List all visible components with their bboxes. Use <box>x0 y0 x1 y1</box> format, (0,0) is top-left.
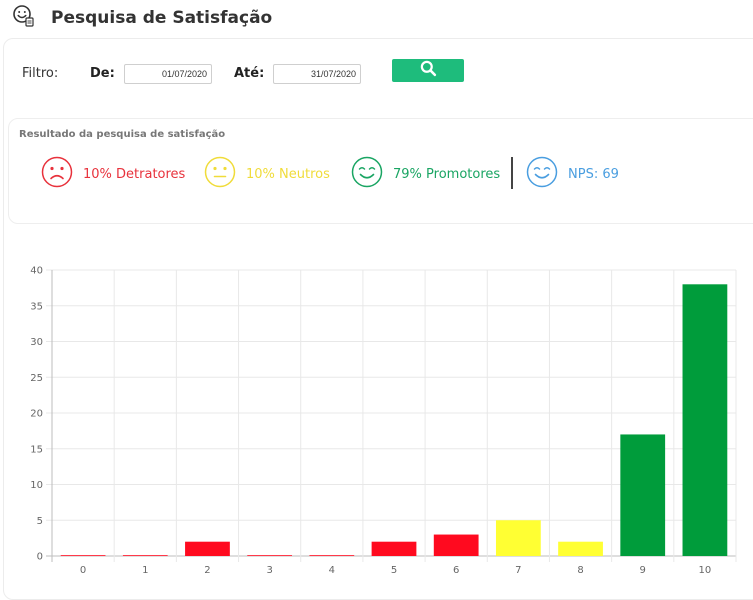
x-tick-label: 8 <box>577 565 583 576</box>
x-tick-label: 6 <box>453 565 459 576</box>
promotores-stat: 79% Promotores <box>351 156 501 192</box>
nps-stat: NPS: 69 <box>526 156 619 192</box>
date-to-input[interactable]: 31/07/2020 <box>273 64 361 84</box>
date-from-input[interactable]: 01/07/2020 <box>124 64 212 84</box>
results-title: Resultado da pesquisa de satisfação <box>19 129 226 140</box>
y-tick-label: 5 <box>37 516 43 527</box>
results-card: Resultado da pesquisa de satisfação 10% … <box>8 118 753 224</box>
sad-face-icon <box>41 156 73 192</box>
x-tick-label: 5 <box>391 565 397 576</box>
happy-face-icon <box>351 156 383 192</box>
x-tick-label: 1 <box>142 565 148 576</box>
bar-score-10[interactable] <box>682 284 728 556</box>
y-tick-label: 0 <box>37 552 43 563</box>
score-distribution-chart: 0 5 10 15 20 25 30 35 40 0 1 2 3 4 5 6 7 8 9 10 <box>0 255 753 586</box>
y-tick-label: 20 <box>30 409 43 420</box>
y-tick-label: 10 <box>30 480 43 491</box>
x-tick-label: 2 <box>204 565 210 576</box>
bar-score-5[interactable] <box>371 541 417 556</box>
neutros-stat: 10% Neutros <box>204 156 330 192</box>
search-button[interactable] <box>392 59 464 82</box>
page-header: Pesquisa de Satisfação <box>12 4 272 32</box>
bar-chart: 0 5 10 15 20 25 30 35 40 0 1 2 3 4 5 6 7 8 9 10 <box>30 266 737 576</box>
bar-score-1[interactable] <box>122 555 168 556</box>
detratores-text: 10% Detratores <box>83 166 186 182</box>
y-tick-label: 30 <box>30 337 43 348</box>
filter-bar: Filtro: De: 01/07/2020 Até: 31/07/2020 <box>22 58 472 90</box>
smiley-survey-icon <box>12 4 36 32</box>
bar-score-9[interactable] <box>620 434 666 556</box>
y-tick-label: 40 <box>30 266 43 277</box>
bar-score-2[interactable] <box>185 541 230 556</box>
bar-score-0[interactable] <box>60 555 106 556</box>
x-tick-label: 9 <box>640 565 646 576</box>
smile-face-icon <box>526 156 558 192</box>
bar-score-4[interactable] <box>309 555 355 556</box>
y-tick-label: 25 <box>30 373 43 384</box>
page-title: Pesquisa de Satisfação <box>51 8 273 28</box>
neutral-face-icon <box>204 156 236 192</box>
results-divider <box>511 157 513 189</box>
bar-score-8[interactable] <box>558 541 603 556</box>
x-tick-label: 10 <box>699 565 712 576</box>
x-tick-label: 3 <box>266 565 272 576</box>
bar-score-6[interactable] <box>433 534 479 556</box>
bar-score-3[interactable] <box>247 555 293 556</box>
date-to-label: Até: <box>234 66 265 81</box>
x-tick-label: 0 <box>80 565 86 576</box>
date-from-label: De: <box>90 66 115 81</box>
nps-text: NPS: 69 <box>568 166 619 182</box>
y-tick-label: 35 <box>30 301 43 312</box>
promotores-text: 79% Promotores <box>393 166 501 182</box>
neutros-text: 10% Neutros <box>246 166 330 182</box>
bar-score-7[interactable] <box>495 520 541 556</box>
detratores-stat: 10% Detratores <box>41 156 186 192</box>
filter-label: Filtro: <box>22 66 59 81</box>
search-icon <box>420 60 437 81</box>
x-tick-label: 7 <box>515 565 521 576</box>
y-tick-label: 15 <box>30 444 43 455</box>
x-tick-label: 4 <box>329 565 335 576</box>
